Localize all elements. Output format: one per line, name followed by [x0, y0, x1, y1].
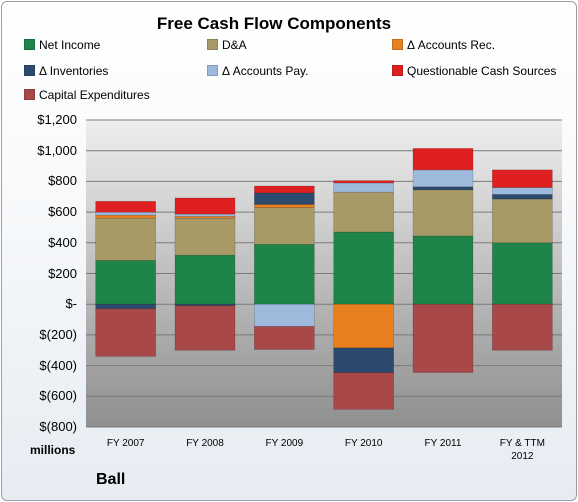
bar-segment	[333, 191, 394, 233]
legend-item-inventories: Δ Inventories	[24, 64, 108, 78]
bar-segment	[412, 303, 474, 373]
legend: Net Income D&A Δ Accounts Rec. Δ Invento…	[0, 0, 578, 110]
y-tick-label: $-	[65, 296, 77, 312]
legend-label: Δ Inventories	[39, 64, 109, 78]
legend-swatch	[207, 65, 218, 76]
y-tick-label: $600	[48, 204, 77, 220]
bar-segment	[174, 197, 236, 215]
bar-segment	[492, 169, 553, 188]
legend-swatch	[24, 89, 35, 100]
y-tick-label: $400	[48, 234, 77, 250]
bar-segment	[333, 347, 394, 373]
bar-segment	[254, 192, 315, 205]
bar-segment	[174, 217, 236, 256]
x-tick-label: FY 2008	[186, 438, 224, 449]
y-tick-label: $1,000	[37, 142, 77, 158]
bar-segment	[333, 180, 394, 184]
bar-segment	[174, 254, 236, 305]
bar-segment	[95, 217, 156, 261]
bar-segment	[254, 244, 315, 305]
legend-swatch	[24, 65, 35, 76]
legend-item-accounts-rec: Δ Accounts Rec.	[392, 38, 495, 52]
bar-segment	[492, 187, 553, 195]
legend-swatch	[24, 39, 35, 50]
y-tick-label: $1,200	[37, 112, 77, 127]
x-tick-label: FY 2010	[344, 438, 383, 449]
legend-label: Capital Expenditures	[39, 88, 150, 102]
bar-segment	[254, 303, 315, 327]
bar-segment	[492, 303, 553, 351]
legend-label: Net Income	[39, 38, 101, 52]
bar-segment	[254, 326, 315, 350]
bar-segment	[333, 182, 394, 193]
legend-label: D&A	[222, 38, 247, 52]
bar-segment	[412, 169, 474, 188]
units-label: millions	[30, 443, 76, 457]
y-tick-label: $(400)	[39, 357, 77, 373]
bar-segment	[492, 242, 553, 305]
bar-segment	[333, 303, 394, 349]
x-tick-label: FY 2007	[106, 438, 145, 449]
bar-segment	[412, 148, 474, 171]
legend-label: Δ Accounts Pay.	[222, 64, 309, 78]
legend-swatch	[207, 39, 218, 50]
gridlines	[86, 119, 562, 428]
chart-title: Free Cash Flow Components	[156, 14, 392, 33]
bar-segment	[254, 207, 315, 245]
y-tick-label: $200	[48, 265, 77, 281]
bar-segment	[492, 194, 553, 200]
y-tick-label: $800	[48, 173, 77, 189]
bar-segment	[254, 204, 315, 208]
bar-segment	[254, 185, 315, 194]
legend-item-net-income: Net Income	[24, 38, 100, 52]
company-name: Ball	[96, 471, 126, 488]
y-tick-label: $(800)	[39, 419, 77, 434]
bar-segment	[95, 260, 156, 305]
legend-swatch	[392, 65, 403, 76]
legend-label: Δ Accounts Rec.	[407, 38, 496, 52]
bars	[95, 148, 553, 410]
legend-item-capex: Capital Expenditures	[24, 88, 150, 102]
legend-swatch	[392, 39, 403, 50]
bar-segment	[95, 308, 156, 357]
y-tick-label: $(200)	[39, 326, 77, 342]
bar-segment	[333, 372, 394, 410]
bar-segment	[95, 201, 156, 213]
bar-segment	[174, 213, 236, 217]
legend-item-questionable-cash: Questionable Cash Sources	[392, 64, 556, 78]
x-tick-label: FY & TTM 2012	[499, 438, 545, 462]
x-tick-label: FY 2011	[424, 438, 462, 449]
legend-label: Questionable Cash Sources	[407, 64, 557, 78]
bar-segment	[95, 214, 156, 219]
legend-item-da: D&A	[207, 38, 247, 52]
x-tick-label: FY 2009	[265, 438, 304, 449]
bar-segment	[492, 198, 553, 244]
bar-segment	[412, 186, 474, 191]
bar-segment	[174, 305, 236, 351]
bar-segment	[95, 303, 156, 310]
bar-segment	[333, 231, 394, 305]
bar-segment	[412, 189, 474, 237]
legend-item-accounts-pay: Δ Accounts Pay.	[207, 64, 309, 78]
bar-segment	[412, 235, 474, 305]
bar-segment	[95, 211, 156, 216]
y-tick-label: $(600)	[39, 388, 77, 404]
